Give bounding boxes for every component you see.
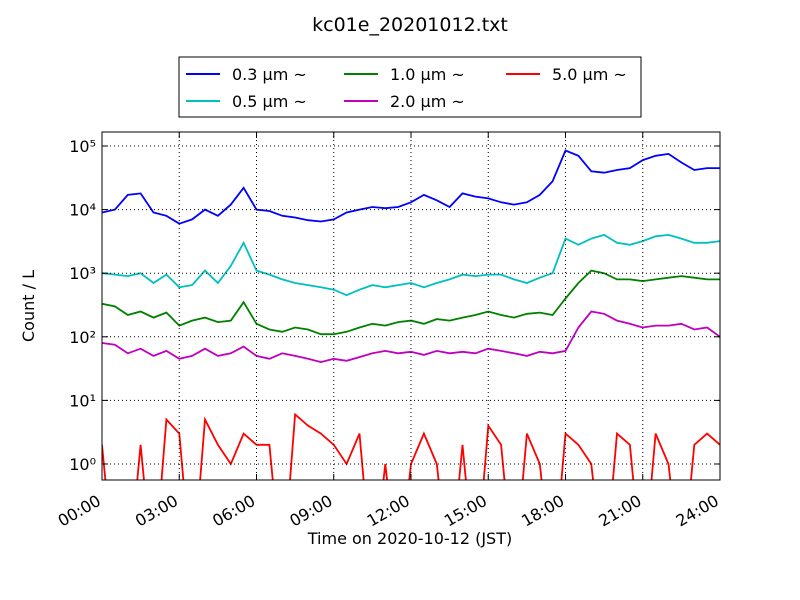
- y-axis-label: Count / L: [19, 270, 38, 342]
- series-line: [102, 310, 720, 364]
- legend-label: 1.0 μm ~: [390, 65, 465, 84]
- y-tick-label: 10²: [69, 328, 96, 347]
- x-axis-label: Time on 2020-10-12 (JST): [307, 529, 512, 548]
- chart-title: kc01e_20201012.txt: [312, 14, 508, 36]
- legend-label: 0.3 μm ~: [232, 65, 307, 84]
- series-line: [102, 149, 720, 225]
- y-tick-label: 10⁵: [69, 137, 96, 156]
- legend-label: 0.5 μm ~: [232, 92, 307, 111]
- series-line: [102, 233, 720, 297]
- legend: [178, 56, 642, 118]
- y-tick-label: 10³: [69, 264, 96, 283]
- y-tick-label: 10¹: [69, 391, 96, 410]
- legend-label: 5.0 μm ~: [552, 65, 627, 84]
- plot-frame: [101, 131, 721, 481]
- y-tick-label: 10⁴: [69, 201, 96, 220]
- legend-label: 2.0 μm ~: [390, 92, 465, 111]
- y-tick-label: 10⁰: [69, 455, 96, 474]
